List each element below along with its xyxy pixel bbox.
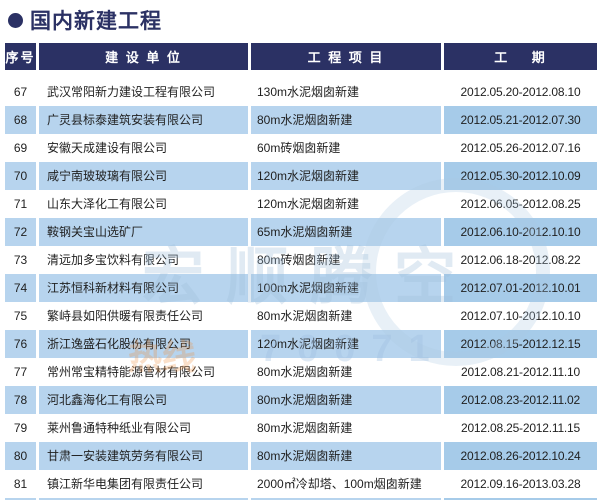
row-company: 清远加多宝饮料有限公司	[47, 253, 180, 267]
row-period: 2012.05.20-2012.08.10	[460, 85, 581, 99]
row-company: 镇江新华电集团有限责任公司	[47, 477, 204, 491]
row-project: 130m水泥烟囱新建	[257, 85, 360, 99]
row-cutoff-cell	[5, 498, 36, 500]
column-header-company: 建 设 单 位	[39, 43, 248, 70]
table-row: 78 河北鑫海化工有限公司 80m水泥烟囱新建 2012.08.23-2012.11.…	[5, 386, 597, 414]
row-period: 2012.09.16-2013.03.28	[460, 477, 581, 491]
column-header-no: 序号	[5, 43, 36, 70]
row-company: 甘肃一安装建筑劳务有限公司	[39, 442, 248, 470]
row-company: 广灵县标泰建筑安装有限公司	[39, 106, 248, 134]
table-row: 79 莱州鲁通特种纸业有限公司 80m水泥烟囱新建 2012.08.25-2012.1…	[5, 414, 597, 442]
row-project: 80m水泥烟囱新建	[257, 421, 353, 435]
row-project: 120m水泥烟囱新建	[251, 162, 441, 190]
row-project: 80m水泥烟囱新建	[251, 386, 441, 414]
row-period: 2012.08.25-2012.11.15	[460, 421, 581, 435]
row-project: 65m水泥烟囱新建	[251, 218, 441, 246]
table-row: 77 常州常宝精特能源管材有限公司 80m水泥烟囱新建 2012.08.21-2012…	[5, 358, 597, 386]
row-company: 繁峙县如阳供暖有限责任公司	[47, 309, 204, 323]
row-company: 莱州鲁通特种纸业有限公司	[47, 421, 192, 435]
table-row: 68 广灵县标泰建筑安装有限公司 80m水泥烟囱新建 2012.05.21-2012.…	[5, 106, 597, 134]
row-no: 69	[13, 141, 28, 155]
row-project: 80m水泥烟囱新建	[251, 442, 441, 470]
row-no: 77	[13, 365, 28, 379]
row-project: 120m水泥烟囱新建	[257, 197, 360, 211]
table-row: 81 镇江新华电集团有限责任公司 2000㎡冷却塔、100m烟囱新建 2012.09.…	[5, 470, 597, 498]
row-company: 江苏恒科新材料有限公司	[39, 274, 248, 302]
row-cutoff-cell	[444, 498, 597, 500]
table-row: 72 鞍钢关宝山选矿厂 65m水泥烟囱新建 2012.06.10-2012.10.10	[5, 218, 597, 246]
row-project: 2000㎡冷却塔、100m烟囱新建	[257, 477, 422, 491]
row-no: 76	[5, 330, 36, 358]
column-header-project: 工 程 项 目	[251, 43, 441, 70]
bullet-icon	[8, 12, 23, 28]
row-company: 安徽天成建设有限公司	[47, 141, 168, 155]
row-no: 70	[5, 162, 36, 190]
row-no: 79	[13, 421, 28, 435]
row-period: 2012.07.01-2012.10.01	[444, 274, 597, 302]
row-company: 武汉常阳新力建设工程有限公司	[47, 85, 216, 99]
table-row: 80 甘肃一安装建筑劳务有限公司 80m水泥烟囱新建 2012.08.26-2012.…	[5, 442, 597, 470]
page-title-text: 国内新建工程	[30, 10, 162, 33]
row-project: 60m砖烟囱新建	[257, 141, 341, 155]
table-header: 序号 建 设 单 位 工 程 项 目 工 期	[5, 43, 597, 70]
row-period: 2012.08.21-2012.11.10	[460, 365, 581, 379]
row-period: 2012.05.26-2012.07.16	[460, 141, 581, 155]
row-company: 常州常宝精特能源管材有限公司	[47, 365, 216, 379]
table-body: 67 武汉常阳新力建设工程有限公司 130m水泥烟囱新建 2012.05.20-201…	[5, 78, 597, 500]
row-period: 2012.06.10-2012.10.10	[444, 218, 597, 246]
row-no: 72	[5, 218, 36, 246]
row-no: 74	[5, 274, 36, 302]
row-cutoff-cell	[251, 498, 441, 500]
row-period: 2012.05.21-2012.07.30	[444, 106, 597, 134]
row-period: 2012.06.18-2012.08.22	[460, 253, 581, 267]
table-row-cutoff	[5, 498, 597, 500]
row-no: 81	[13, 477, 28, 491]
table-row: 70 咸宁南玻玻璃有限公司 120m水泥烟囱新建 2012.05.30-2012.10…	[5, 162, 597, 190]
row-company: 咸宁南玻玻璃有限公司	[39, 162, 248, 190]
column-header-period: 工 期	[444, 43, 597, 70]
row-company: 鞍钢关宝山选矿厂	[39, 218, 248, 246]
row-company: 浙江逸盛石化股份有限公司	[39, 330, 248, 358]
row-no: 78	[5, 386, 36, 414]
row-no: 67	[13, 85, 28, 99]
table-row: 73 清远加多宝饮料有限公司 80m砖烟囱新建 2012.06.18-2012.08.…	[5, 246, 597, 274]
row-project: 100m水泥烟囱新建	[251, 274, 441, 302]
row-project: 80m水泥烟囱新建	[257, 365, 353, 379]
row-no: 80	[5, 442, 36, 470]
row-company: 山东大泽化工有限公司	[47, 197, 168, 211]
table-row: 75 繁峙县如阳供暖有限责任公司 80m水泥烟囱新建 2012.07.10-2012.…	[5, 302, 597, 330]
row-project: 80m水泥烟囱新建	[251, 106, 441, 134]
table-row: 69 安徽天成建设有限公司 60m砖烟囱新建 2012.05.26-2012.07.1…	[5, 134, 597, 162]
row-no: 68	[5, 106, 36, 134]
table-row: 76 浙江逸盛石化股份有限公司 120m水泥烟囱新建 2012.08.15-2012.…	[5, 330, 597, 358]
row-project: 120m水泥烟囱新建	[251, 330, 441, 358]
table-row: 67 武汉常阳新力建设工程有限公司 130m水泥烟囱新建 2012.05.20-201…	[5, 78, 597, 106]
page-title: 国内新建工程	[8, 5, 162, 35]
row-project: 80m水泥烟囱新建	[257, 309, 353, 323]
row-period: 2012.08.15-2012.12.15	[444, 330, 597, 358]
row-period: 2012.08.26-2012.10.24	[444, 442, 597, 470]
row-period: 2012.08.23-2012.11.02	[444, 386, 597, 414]
row-no: 71	[13, 197, 28, 211]
row-no: 73	[13, 253, 28, 267]
row-period: 2012.06.05-2012.08.25	[460, 197, 581, 211]
row-cutoff-cell	[39, 498, 248, 500]
row-no: 75	[13, 309, 28, 323]
table-row: 71 山东大泽化工有限公司 120m水泥烟囱新建 2012.06.05-2012.08…	[5, 190, 597, 218]
row-period: 2012.05.30-2012.10.09	[444, 162, 597, 190]
row-period: 2012.07.10-2012.10.10	[460, 309, 581, 323]
table-row: 74 江苏恒科新材料有限公司 100m水泥烟囱新建 2012.07.01-2012.1…	[5, 274, 597, 302]
row-project: 80m砖烟囱新建	[257, 253, 341, 267]
row-company: 河北鑫海化工有限公司	[39, 386, 248, 414]
